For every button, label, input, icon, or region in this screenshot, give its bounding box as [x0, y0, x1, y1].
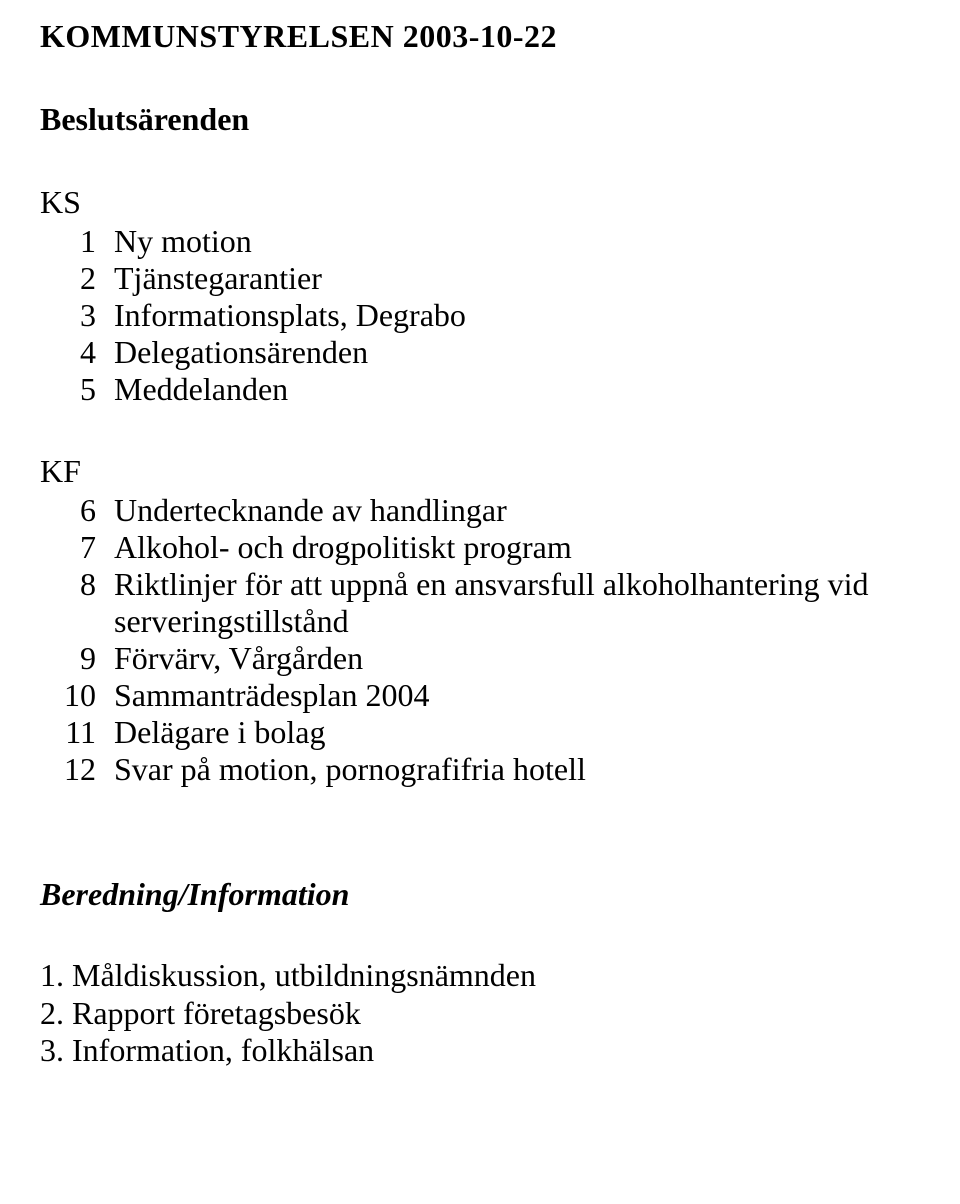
item-text: Ny motion [114, 223, 920, 260]
document-page: KOMMUNSTYRELSEN 2003-10-22 Beslutsärende… [0, 0, 960, 1109]
item-number: 5 [40, 371, 114, 408]
list-item: 6 Undertecknande av handlingar [40, 492, 920, 529]
group-label-kf: KF [40, 453, 920, 490]
item-text: Delegationsärenden [114, 334, 920, 371]
item-number: 4 [40, 334, 114, 371]
item-text: Undertecknande av handlingar [114, 492, 920, 529]
list-item: 10 Sammanträdesplan 2004 [40, 677, 920, 714]
list-item: 12 Svar på motion, pornografifria hotell [40, 751, 920, 788]
list-item: 7 Alkohol- och drogpolitiskt program [40, 529, 920, 566]
item-number: 12 [40, 751, 114, 788]
item-number: 2 [40, 260, 114, 297]
list-item: 3 Informationsplats, Degrabo [40, 297, 920, 334]
item-text: Information, folkhälsan [72, 1032, 374, 1068]
document-title: KOMMUNSTYRELSEN 2003-10-22 [40, 18, 920, 55]
item-text: Delägare i bolag [114, 714, 920, 751]
item-number: 3 [40, 297, 114, 334]
list-ks: 1 Ny motion 2 Tjänstegarantier 3 Informa… [40, 223, 920, 409]
item-number: 10 [40, 677, 114, 714]
item-text: Meddelanden [114, 371, 920, 408]
item-text: Riktlinjer för att uppnå en ansvarsfull … [114, 566, 920, 640]
list-item: 3. Information, folkhälsan [40, 1032, 920, 1069]
item-number: 7 [40, 529, 114, 566]
list-item: 2 Tjänstegarantier [40, 260, 920, 297]
item-text: Måldiskussion, utbildningsnämnden [72, 957, 536, 993]
item-text: Alkohol- och drogpolitiskt program [114, 529, 920, 566]
item-text: Sammanträdesplan 2004 [114, 677, 920, 714]
item-text: Förvärv, Vårgården [114, 640, 920, 677]
item-number: 9 [40, 640, 114, 677]
item-text: Rapport företagsbesök [72, 995, 361, 1031]
item-number: 11 [40, 714, 114, 751]
item-text: Informationsplats, Degrabo [114, 297, 920, 334]
list-beredning: 1. Måldiskussion, utbildningsnämnden 2. … [40, 957, 920, 1068]
list-item: 11 Delägare i bolag [40, 714, 920, 751]
item-number: 1 [40, 223, 114, 260]
item-number: 1. [40, 957, 64, 993]
group-label-ks: KS [40, 184, 920, 221]
list-item: 2. Rapport företagsbesök [40, 995, 920, 1032]
item-text: Svar på motion, pornografifria hotell [114, 751, 920, 788]
list-item: 8 Riktlinjer för att uppnå en ansvarsful… [40, 566, 920, 640]
item-text: Tjänstegarantier [114, 260, 920, 297]
section-heading-beslut: Beslutsärenden [40, 101, 920, 138]
section-heading-beredning: Beredning/Information [40, 876, 920, 913]
list-item: 9 Förvärv, Vårgården [40, 640, 920, 677]
list-item: 5 Meddelanden [40, 371, 920, 408]
item-number: 3. [40, 1032, 64, 1068]
list-item: 1 Ny motion [40, 223, 920, 260]
item-number: 6 [40, 492, 114, 529]
list-kf: 6 Undertecknande av handlingar 7 Alkohol… [40, 492, 920, 789]
list-item: 1. Måldiskussion, utbildningsnämnden [40, 957, 920, 994]
list-item: 4 Delegationsärenden [40, 334, 920, 371]
item-number: 2. [40, 995, 64, 1031]
item-number: 8 [40, 566, 114, 603]
